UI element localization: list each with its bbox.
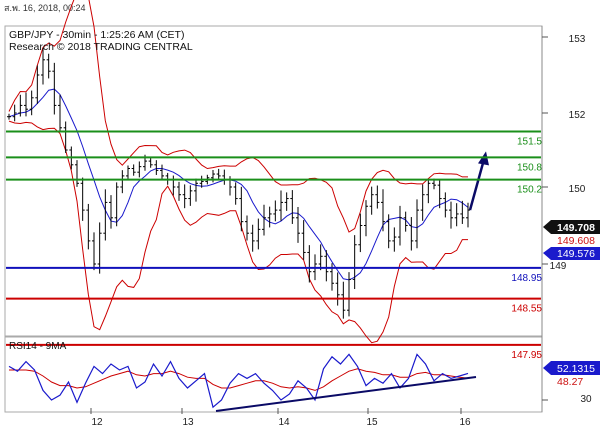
chart-source: Research © 2018 TRADING CENTRAL	[9, 41, 193, 53]
ma-tag	[543, 247, 600, 260]
rsi-line	[8, 353, 469, 409]
rsi-panel-frame	[4, 336, 543, 413]
price-tick-153: 153	[569, 34, 586, 45]
level-label-148.95: 148.95	[511, 273, 542, 284]
chart-title: GBP/JPY - 30min - 1:25:26 AM (CET)	[9, 29, 184, 41]
rsi-ma-tag	[551, 375, 600, 387]
rsi-trendline	[215, 376, 477, 412]
level-label-147.95: 147.95	[511, 350, 542, 361]
price-tick-152: 152	[569, 110, 586, 121]
current-price-tag	[543, 220, 600, 234]
time-tick-13: 13	[182, 417, 194, 428]
ma-label: 149.576	[557, 248, 595, 260]
level-label-150.2: 150.2	[517, 185, 542, 196]
rsi-ma-line	[9, 368, 469, 391]
level-label-148.55: 148.55	[511, 304, 542, 315]
time-tick-16: 16	[459, 417, 471, 428]
date-bar	[0, 0, 605, 15]
rsi-value-label: 52.1315	[557, 363, 595, 375]
rsi-title: RSI14 - 9MA	[9, 341, 67, 352]
time-tick-12: 12	[91, 417, 103, 428]
time-tick-14: 14	[278, 417, 290, 428]
price-panel-frame	[4, 25, 543, 337]
level-label-151.5: 151.5	[517, 137, 542, 148]
price-tick-150: 150	[569, 184, 586, 195]
moving-average-line	[8, 88, 469, 281]
rsi-ma-label: 48.27	[557, 376, 583, 388]
level-label-150.8: 150.8	[517, 162, 542, 173]
date-line: ส.พ. 16, 2018, 00:24	[4, 3, 85, 13]
bollinger-lower	[8, 120, 468, 344]
bb-label: 149.608	[557, 235, 595, 247]
price-bars	[7, 48, 470, 319]
price-tick-149: 149	[550, 261, 567, 272]
bollinger-upper	[8, 0, 468, 233]
current-price-label: 149.708	[557, 222, 595, 234]
rsi-tick-30: 30	[580, 394, 592, 405]
target-arrow-shaft	[468, 159, 486, 211]
rsi-tag	[543, 361, 600, 375]
bb-tag	[551, 234, 600, 246]
time-tick-15: 15	[366, 417, 378, 428]
